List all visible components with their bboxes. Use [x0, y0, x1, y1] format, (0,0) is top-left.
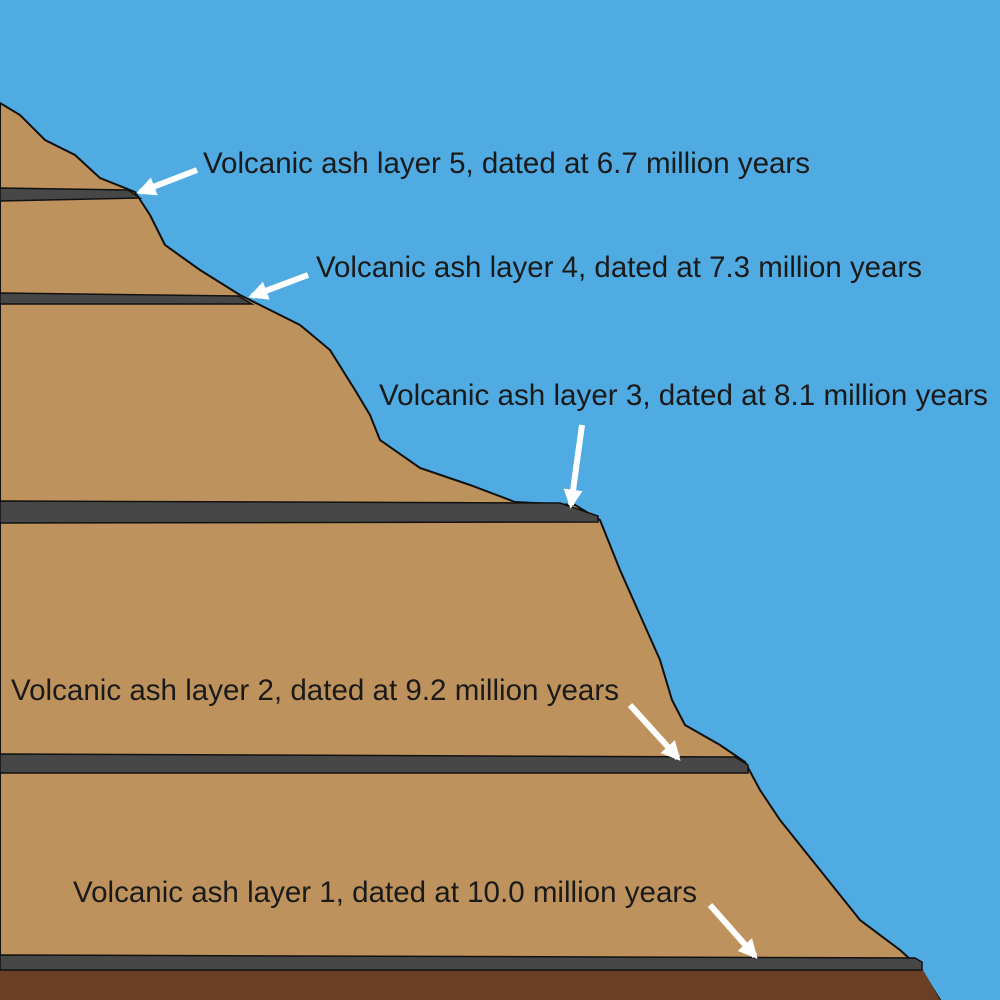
arrow-layer-2 [627, 702, 681, 761]
label-layer-4: Volcanic ash layer 4, dated at 7.3 milli… [316, 251, 922, 284]
label-layer-5: Volcanic ash layer 5, dated at 6.7 milli… [203, 147, 810, 180]
arrow-layer-5 [136, 167, 199, 196]
base-rock-layer [0, 968, 940, 1000]
label-layer-2: Volcanic ash layer 2, dated at 9.2 milli… [11, 674, 619, 707]
label-layer-1: Volcanic ash layer 1, dated at 10.0 mill… [73, 876, 697, 909]
arrow-layer-1 [707, 903, 758, 959]
arrow-layer-3 [563, 424, 585, 509]
rock-cliff [0, 101, 942, 1000]
ash-layer-5 [0, 187, 143, 202]
ash-layer-4 [0, 292, 255, 305]
ash-layer-2 [0, 753, 749, 774]
label-layer-3: Volcanic ash layer 3, dated at 8.1 milli… [379, 379, 988, 412]
ash-layer-3 [0, 500, 599, 524]
arrow-layer-4 [248, 272, 310, 300]
ash-layer-1 [0, 954, 923, 971]
